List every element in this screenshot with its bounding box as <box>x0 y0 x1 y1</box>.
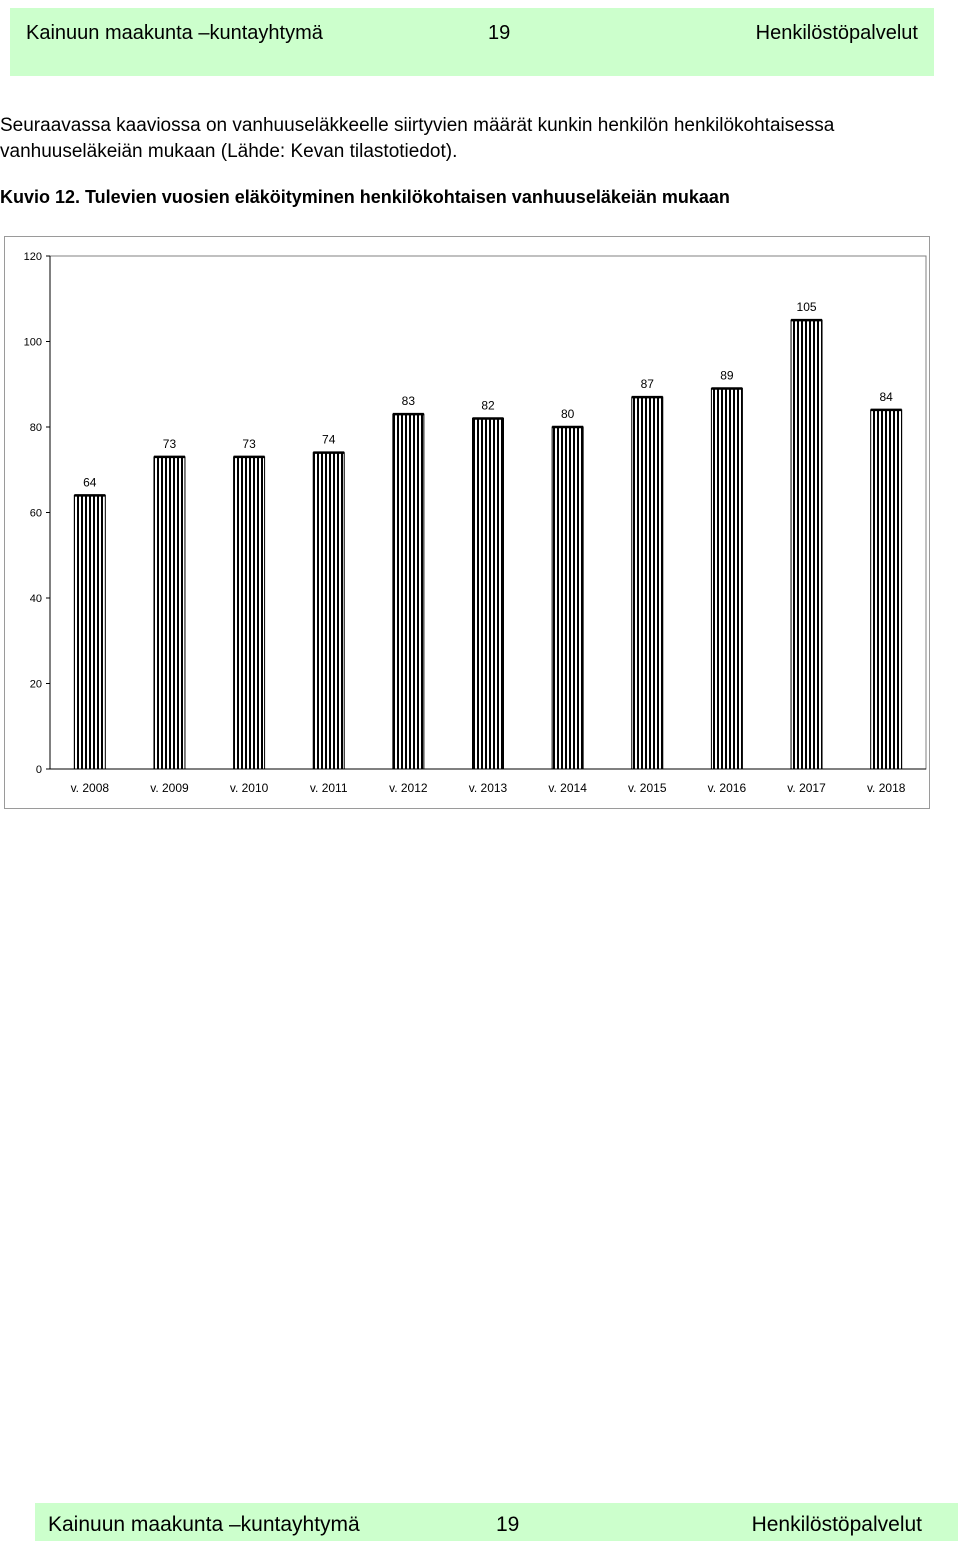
x-tick-label-5: v. 2013 <box>469 781 508 795</box>
footer-department: Henkilöstöpalvelut <box>751 1513 922 1536</box>
bar-8 <box>710 388 743 770</box>
header-page-number: 19 <box>488 22 511 44</box>
x-tick-label-4: v. 2012 <box>389 781 428 795</box>
x-tick-label-0: v. 2008 <box>71 781 110 795</box>
data-label-2: 73 <box>242 437 256 451</box>
x-tick-label-2: v. 2010 <box>230 781 269 795</box>
x-tick-label-3: v. 2011 <box>310 781 348 795</box>
bar-6 <box>551 426 584 770</box>
data-label-0: 64 <box>83 475 97 489</box>
chart-bars <box>73 318 903 770</box>
intro-line-2: vanhuuseläkeiän mukaan (Lähde: Kevan til… <box>0 141 458 162</box>
y-tick-label-0: 0 <box>36 764 42 776</box>
x-tick-label-9: v. 2017 <box>787 781 826 795</box>
x-tick-label-1: v. 2009 <box>150 781 189 795</box>
data-label-9: 105 <box>797 300 817 314</box>
page-footer: Kainuun maakunta –kuntayhtymä 19 Henkilö… <box>35 1503 958 1541</box>
bar-1 <box>153 456 186 770</box>
bar-chart: 0 20 40 60 80 100 120 64 v. 2008 73 v. 2009 73 v. 20… <box>24 251 927 795</box>
y-tick-label-2: 40 <box>30 593 42 605</box>
x-tick-label-10: v. 2018 <box>867 781 906 795</box>
y-tick-label-1: 20 <box>30 679 42 691</box>
data-label-10: 84 <box>880 390 894 404</box>
chart-labels: 0 20 40 60 80 100 120 64 v. 2008 73 v. 2009 73 v. 20… <box>24 251 906 795</box>
header-department: Henkilöstöpalvelut <box>755 22 918 44</box>
data-label-8: 89 <box>720 369 734 383</box>
data-label-6: 80 <box>561 407 575 421</box>
y-tick-label-4: 80 <box>30 422 42 434</box>
data-label-3: 74 <box>322 433 336 447</box>
bar-5 <box>472 417 504 770</box>
x-tick-label-6: v. 2014 <box>548 781 587 795</box>
data-label-5: 82 <box>481 398 495 412</box>
bar-7 <box>631 396 664 770</box>
bar-9 <box>790 319 823 770</box>
data-label-1: 73 <box>163 437 177 451</box>
data-label-7: 87 <box>641 377 655 391</box>
figure-caption: Kuvio 12. Tulevien vuosien eläköityminen… <box>0 187 730 207</box>
x-tick-label-7: v. 2015 <box>628 781 667 795</box>
header-organization: Kainuun maakunta –kuntayhtymä <box>26 22 323 44</box>
page-header: Kainuun maakunta –kuntayhtymä 19 Henkilö… <box>10 8 934 76</box>
footer-page-number: 19 <box>496 1513 520 1536</box>
bar-4 <box>392 413 425 770</box>
bar-10 <box>870 409 903 770</box>
footer-organization: Kainuun maakunta –kuntayhtymä <box>48 1513 360 1536</box>
y-tick-label-6: 120 <box>24 251 42 263</box>
bar-0 <box>73 494 106 770</box>
y-tick-label-5: 100 <box>24 337 42 349</box>
bar-2 <box>233 456 266 770</box>
chart-frame: 0 20 40 60 80 100 120 64 v. 2008 73 v. 2009 73 v. 20… <box>4 236 930 809</box>
data-label-4: 83 <box>402 394 416 408</box>
bar-3 <box>312 452 345 770</box>
intro-line-1: Seuraavassa kaaviossa on vanhuuseläkkeel… <box>0 115 835 136</box>
intro-paragraph: Seuraavassa kaaviossa on vanhuuseläkkeel… <box>0 113 960 165</box>
x-tick-label-8: v. 2016 <box>708 781 747 795</box>
y-tick-label-3: 60 <box>30 508 42 520</box>
